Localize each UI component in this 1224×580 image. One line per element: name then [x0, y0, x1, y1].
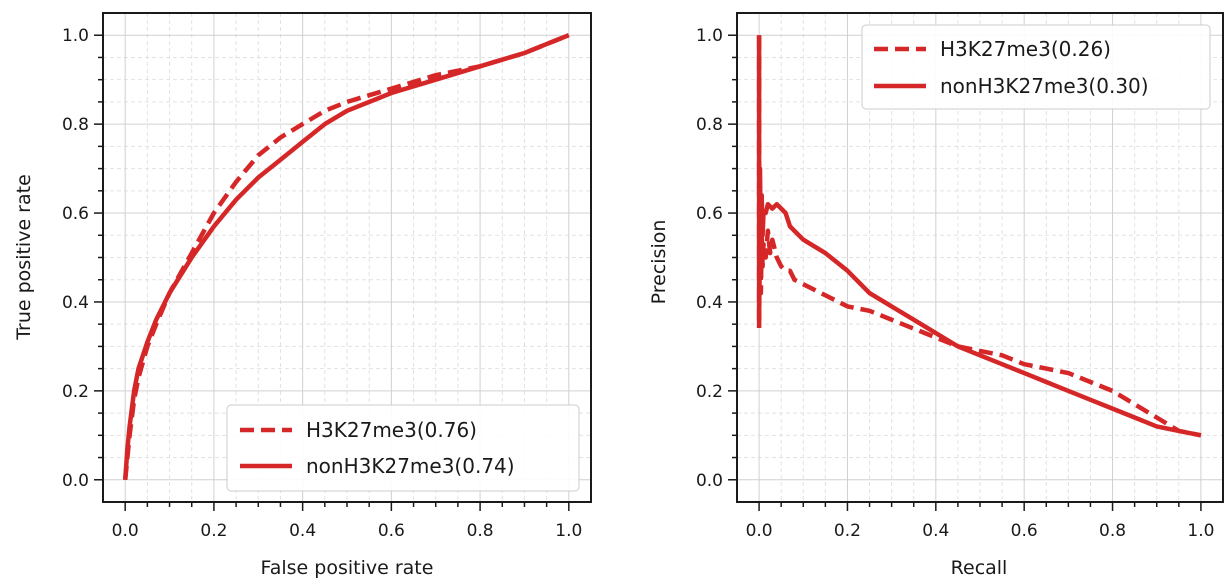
- roc-x-tick-label: 0.2: [200, 521, 227, 541]
- roc-x-tick-label: 0.0: [112, 521, 139, 541]
- pr-panel: 0.0 0.2 0.4 0.6 0.8 1.0 0.0 0.2 0.4 0.6 0.8 1.0 Re…: [648, 12, 1224, 579]
- roc-legend-label-nonh3k27me3: nonH3K27me3(0.74): [306, 454, 515, 478]
- pr-legend-label-nonh3k27me3: nonH3K27me3(0.30): [940, 74, 1149, 98]
- roc-legend: H3K27me3(0.76) nonH3K27me3(0.74): [226, 404, 580, 492]
- roc-legend-label-h3k27me3: H3K27me3(0.76): [306, 418, 477, 442]
- roc-y-tick-label: 0.8: [62, 115, 89, 135]
- pr-legend-label-h3k27me3: H3K27me3(0.26): [940, 37, 1111, 61]
- pr-x-tick-label: 0.8: [1099, 521, 1126, 541]
- pr-x-tick-label: 0.4: [922, 521, 949, 541]
- pr-y-tick-label: 0.4: [696, 293, 723, 313]
- roc-x-axis-label: False positive rate: [261, 557, 434, 579]
- roc-y-tick-label: 0.6: [62, 204, 89, 224]
- pr-series-line-nonh3k27me3: [756, 35, 1202, 438]
- roc-y-tick-labels: 0.0 0.2 0.4 0.6 0.8 1.0: [62, 26, 89, 491]
- roc-ticks: [94, 34, 570, 511]
- pr-y-tick-label: 0.6: [696, 204, 723, 224]
- roc-series-line-nonh3k27me3: [122, 33, 570, 480]
- roc-x-tick-label: 0.4: [289, 521, 316, 541]
- pr-legend: H3K27me3(0.26) nonH3K27me3(0.30): [861, 24, 1211, 110]
- pr-x-tick-label: 1.0: [1187, 521, 1214, 541]
- pr-x-axis-label: Recall: [951, 557, 1008, 579]
- roc-x-tick-label: 0.8: [467, 521, 494, 541]
- roc-x-tick-label: 1.0: [555, 521, 582, 541]
- pr-y-axis-label: Precision: [648, 220, 670, 305]
- pr-x-tick-labels: 0.0 0.2 0.4 0.6 0.8 1.0: [746, 521, 1215, 541]
- pr-y-tick-label: 0.8: [696, 115, 723, 135]
- roc-y-axis-label: True positive rate: [13, 174, 35, 341]
- roc-y-tick-label: 0.0: [62, 471, 89, 491]
- roc-x-tick-label: 0.6: [378, 521, 405, 541]
- pr-x-tick-label: 0.0: [746, 521, 773, 541]
- pr-series-line-h3k27me3: [756, 35, 1202, 438]
- pr-plot-frame: [736, 12, 1224, 503]
- roc-y-tick-label: 0.4: [62, 293, 89, 313]
- roc-x-tick-labels: 0.0 0.2 0.4 0.6 0.8 1.0: [112, 521, 583, 541]
- roc-panel: 0.0 0.2 0.4 0.6 0.8 1.0 0.0 0.2 0.4 0.6 0.8 1.0 Fa…: [13, 12, 592, 579]
- pr-y-tick-labels: 0.0 0.2 0.4 0.6 0.8 1.0: [696, 26, 723, 491]
- pr-y-tick-label: 1.0: [696, 26, 723, 46]
- roc-series-layer: [122, 33, 570, 481]
- roc-plot-frame: [102, 12, 592, 503]
- pr-y-tick-label: 0.2: [696, 382, 723, 402]
- pr-x-tick-label: 0.2: [834, 521, 861, 541]
- pr-y-tick-label: 0.0: [696, 471, 723, 491]
- pr-series-layer: [756, 35, 1202, 438]
- pr-x-tick-label: 0.6: [1011, 521, 1038, 541]
- pr-legend-box: [861, 24, 1211, 110]
- roc-y-tick-label: 1.0: [62, 26, 89, 46]
- roc-y-tick-label: 0.2: [62, 382, 89, 402]
- roc-legend-box: [226, 404, 580, 492]
